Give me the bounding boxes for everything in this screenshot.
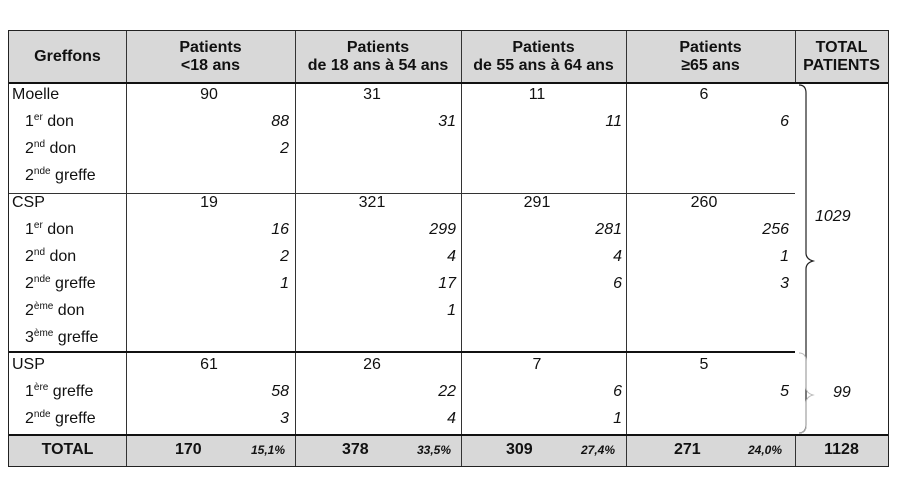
subrow-value: 1	[280, 275, 289, 292]
subrow-label: 2nde greffe	[25, 409, 96, 428]
subrow-value: 22	[438, 383, 456, 400]
header-col4-line2: ≥65 ans	[681, 57, 740, 74]
total-percent: 33,5%	[417, 443, 452, 457]
subrow-value: 16	[271, 221, 289, 238]
header-col1-line1: Patients	[179, 39, 242, 56]
header-total: TOTAL PATIENTS	[795, 31, 888, 83]
total-value: 378	[342, 441, 369, 458]
subrow-value: 4	[447, 410, 456, 427]
group-total-value: 19	[200, 194, 218, 211]
col-divider	[626, 31, 627, 466]
total-percent: 24,0%	[748, 443, 783, 457]
group-total-value: 7	[532, 356, 542, 373]
subrow-value: 1	[613, 410, 622, 427]
header-total-line1: TOTAL	[815, 39, 868, 56]
header-total-line2: PATIENTS	[803, 57, 880, 74]
total-value: 170	[175, 441, 202, 458]
brace-99	[798, 352, 815, 434]
subrow-value: 299	[429, 221, 456, 238]
subrow-value: 4	[613, 248, 622, 265]
total-value: 309	[506, 441, 533, 458]
subrow-value: 6	[613, 275, 622, 292]
group-total-value: 61	[200, 356, 218, 373]
group-total-value: 260	[690, 194, 718, 211]
col-divider	[126, 31, 127, 466]
subrow-value: 256	[762, 221, 789, 238]
subrow-value: 5	[780, 383, 789, 400]
subrow-value: 6	[613, 383, 622, 400]
subrow-label: 2nd don	[25, 139, 77, 158]
group-total-value: 31	[363, 86, 381, 103]
total-divider	[9, 434, 888, 436]
total-percent: 27,4%	[581, 443, 616, 457]
col-divider	[295, 31, 296, 466]
total-row-bg	[9, 435, 888, 466]
subrow-value: 3	[780, 275, 789, 292]
total-percent: 15,1%	[251, 443, 286, 457]
header-col1-line2: <18 ans	[180, 57, 241, 74]
group-label: Moelle	[12, 86, 60, 103]
group-total-value: 26	[363, 356, 381, 373]
group-divider	[9, 193, 795, 194]
header-col1: Patients <18 ans	[126, 31, 295, 83]
header-col3: Patients de 55 ans à 64 ans	[461, 31, 626, 83]
header-divider	[9, 82, 888, 84]
header-col4-line1: Patients	[679, 39, 742, 56]
subrow-value: 88	[271, 113, 289, 130]
group-divider	[9, 351, 795, 353]
subrow-label: 3ème greffe	[25, 328, 99, 347]
header-col2: Patients de 18 ans à 54 ans	[295, 31, 461, 83]
subrow-label: 2nde greffe	[25, 166, 96, 185]
grand-total: 1128	[824, 441, 859, 458]
subrow-value: 2	[280, 140, 289, 157]
header-col2-line2: de 18 ans à 54 ans	[307, 57, 449, 74]
group-label: CSP	[12, 194, 45, 211]
subrow-value: 31	[438, 113, 456, 130]
brace-graphic	[798, 84, 816, 434]
transplant-table: Greffons Patients <18 ans Patients de 18…	[8, 30, 889, 467]
group-total-value: 291	[523, 194, 551, 211]
subrow-label: 2nd don	[25, 247, 77, 266]
subrow-label: 2nde greffe	[25, 274, 96, 293]
brace-total-1029: 1029	[815, 208, 851, 225]
col-divider	[795, 31, 796, 83]
subrow-value: 1	[780, 248, 789, 265]
header-col2-line1: Patients	[346, 39, 410, 56]
subrow-label: 2ème don	[25, 301, 85, 320]
subrow-label: 1ère greffe	[25, 382, 94, 401]
brace-total-99: 99	[833, 384, 851, 401]
subrow-value: 3	[280, 410, 289, 427]
header-col4: Patients ≥65 ans	[626, 31, 795, 83]
col-divider	[461, 31, 462, 466]
subrow-value: 2	[280, 248, 289, 265]
group-label: USP	[12, 356, 45, 373]
subrow-value: 281	[595, 221, 622, 238]
subrow-value: 1	[447, 302, 456, 319]
subrow-value: 17	[438, 275, 456, 292]
subrow-label: 1er don	[25, 112, 74, 131]
subrow-value: 58	[271, 383, 289, 400]
group-total-value: 11	[528, 86, 546, 103]
group-total-value: 5	[699, 356, 709, 373]
subrow-value: 4	[447, 248, 456, 265]
group-total-value: 90	[200, 86, 218, 103]
header-greffons-label: Greffons	[34, 48, 101, 65]
group-total-value: 321	[358, 194, 386, 211]
header-greffons: Greffons	[9, 31, 126, 83]
total-label: TOTAL	[41, 441, 94, 458]
subrow-value: 6	[780, 113, 789, 130]
header-col3-line2: de 55 ans à 64 ans	[473, 57, 614, 74]
col-divider	[795, 435, 796, 466]
header-col3-line1: Patients	[512, 39, 575, 56]
subrow-value: 11	[605, 113, 622, 130]
subrow-label: 1er don	[25, 220, 74, 239]
group-total-value: 6	[699, 86, 709, 103]
total-value: 271	[674, 441, 701, 458]
